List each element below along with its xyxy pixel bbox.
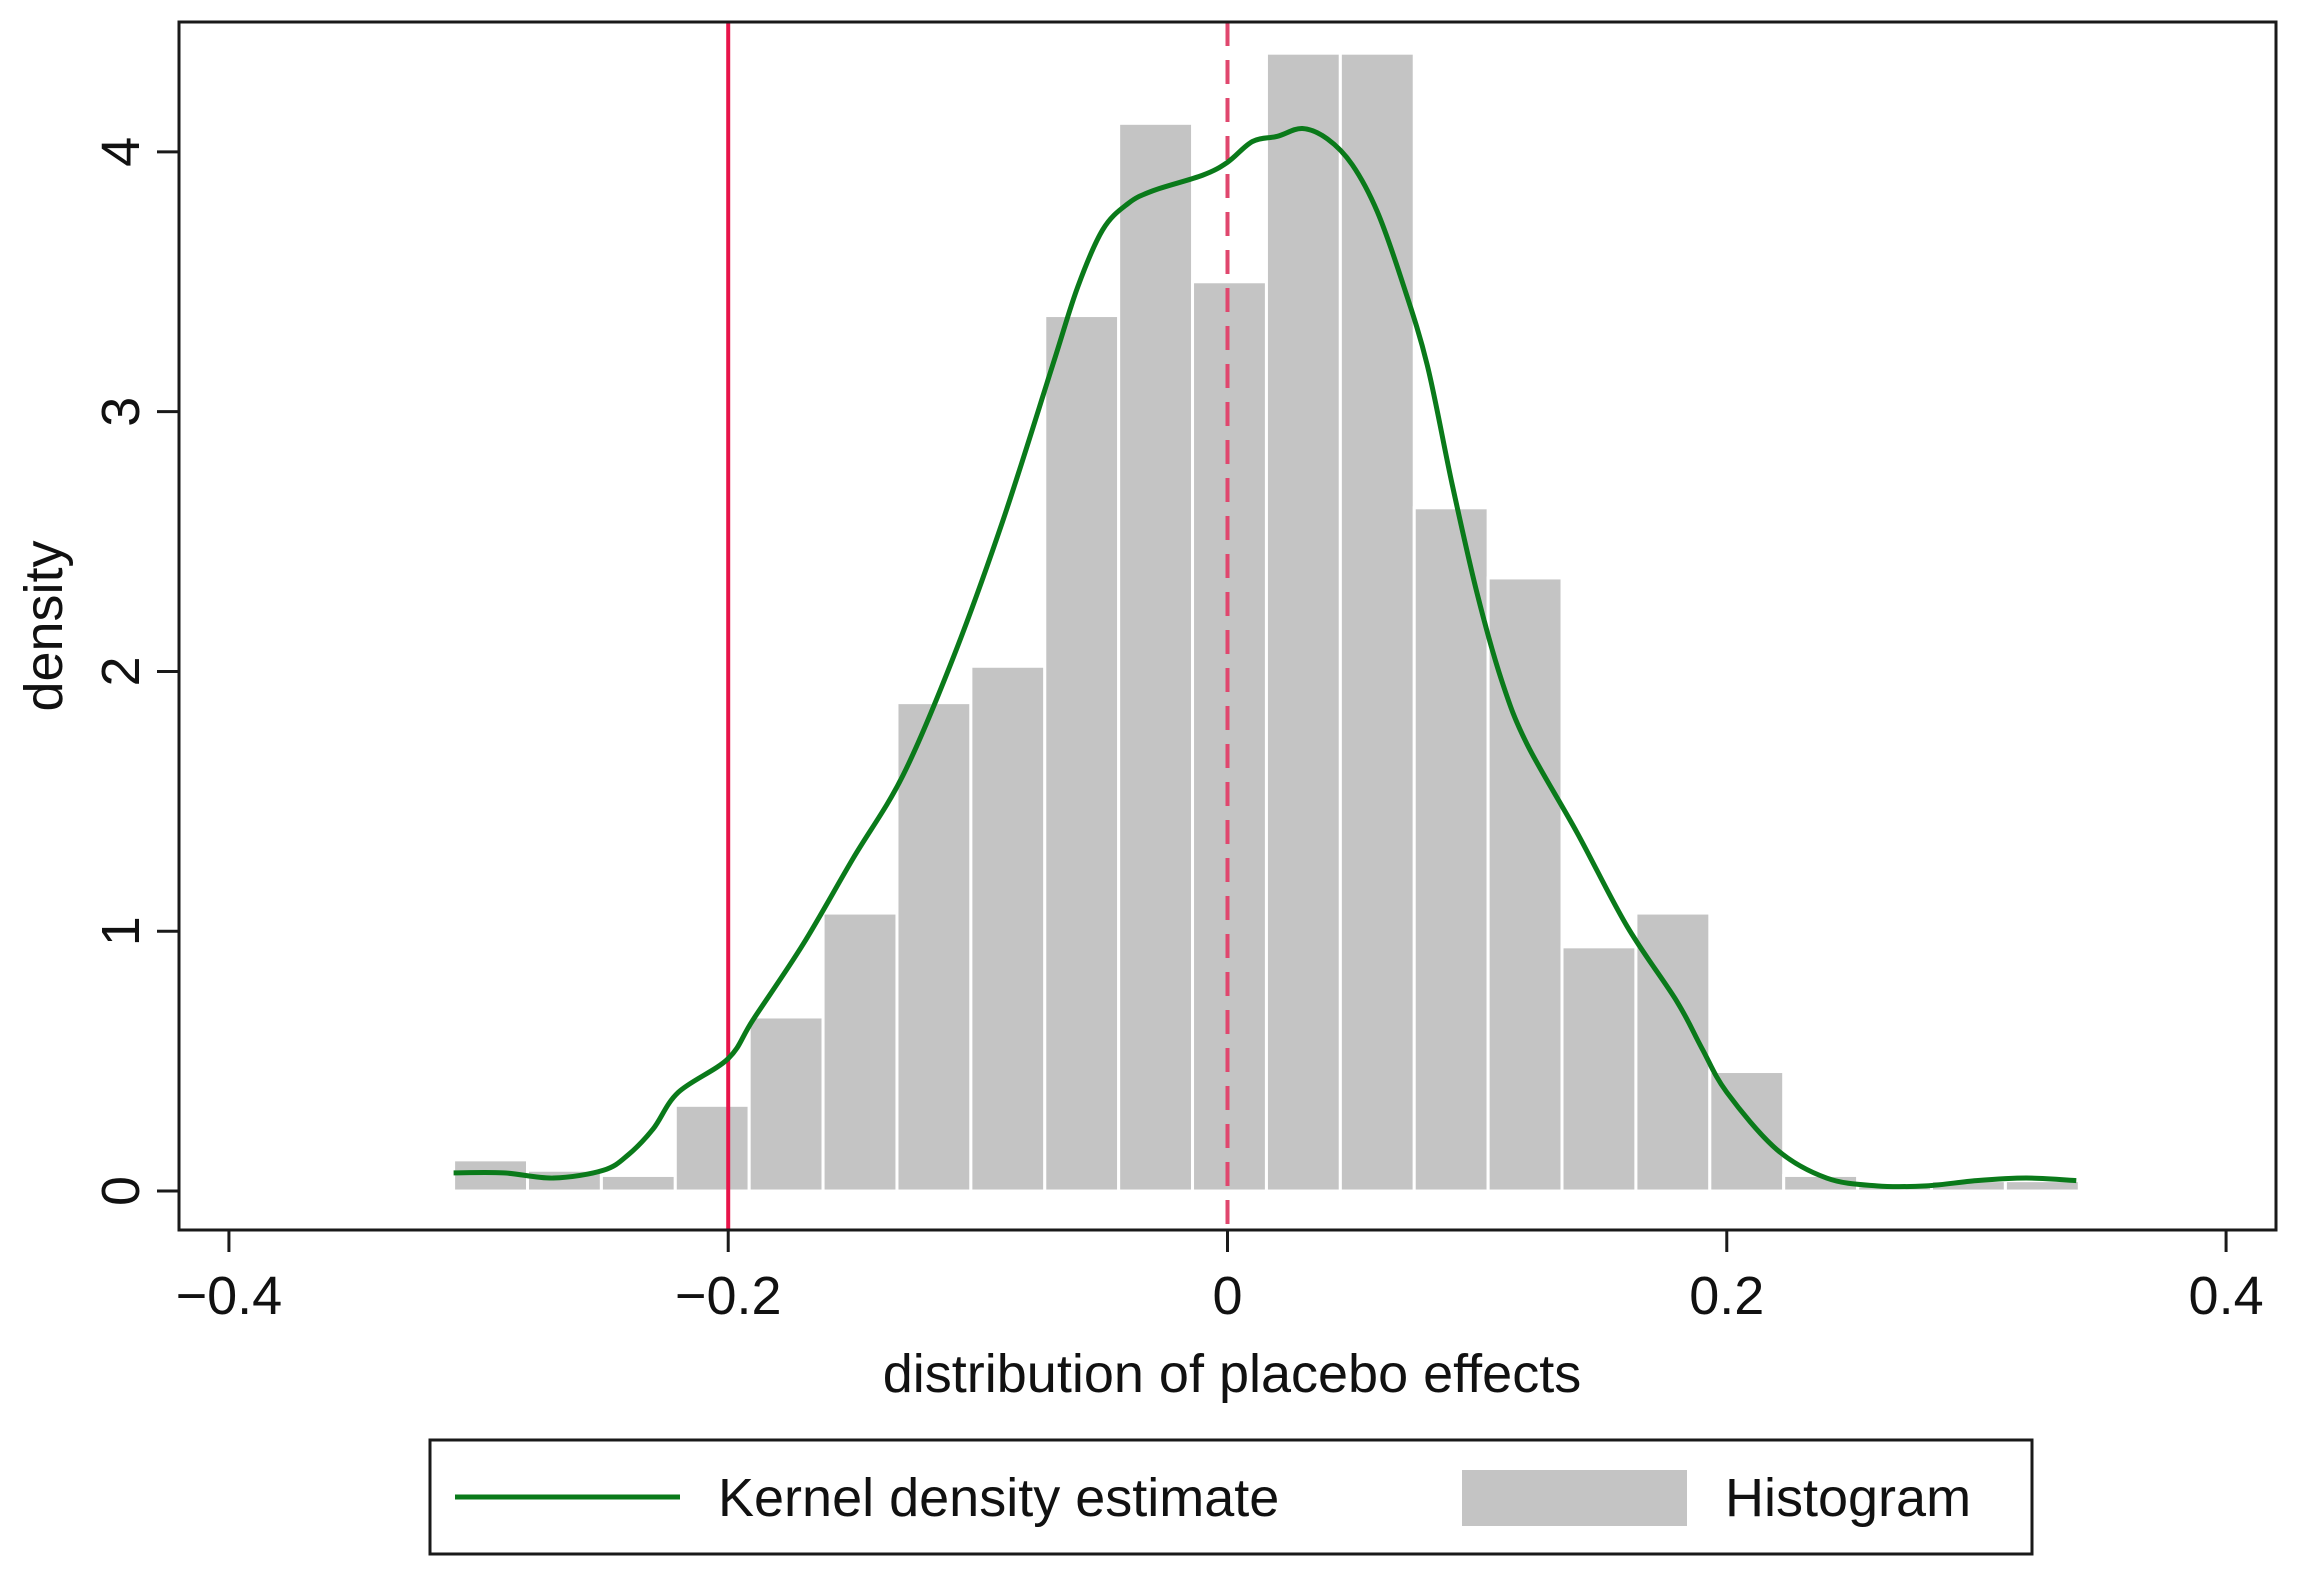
y-tick-label: 1 [91, 916, 151, 946]
legend-histogram-swatch [1462, 1470, 1687, 1526]
x-axis-title: distribution of placebo effects [883, 1344, 1581, 1404]
histogram-bar [895, 701, 973, 1193]
legend-box [428, 1438, 2034, 1556]
legend-kde-label: Kernel density estimate [718, 1468, 1279, 1528]
y-tick-label: 3 [91, 397, 151, 427]
histogram-bar [1560, 945, 1638, 1193]
x-axis-ticks: −0.4 −0.2 0 0.2 0.4 [176, 1230, 2264, 1326]
histogram-bar [1708, 1070, 1786, 1193]
kde-curve-layer [453, 126, 2077, 1190]
histogram-bar [1338, 51, 1416, 1193]
histogram-bar [1412, 506, 1490, 1193]
legend-histogram-label: Histogram [1725, 1468, 1971, 1528]
histogram-bar [821, 911, 899, 1193]
histogram-bar [1043, 314, 1121, 1193]
kde-curve [453, 126, 2077, 1190]
reference-lines [726, 22, 1230, 1230]
histogram-bar [1117, 121, 1195, 1193]
y-tick-label: 0 [91, 1176, 151, 1206]
legend: Kernel density estimate Histogram [428, 1438, 2034, 1556]
y-tick-label: 2 [91, 656, 151, 686]
histogram-bar [673, 1103, 751, 1193]
y-axis-ticks: 0 1 2 3 4 [91, 137, 179, 1206]
x-tick-label: −0.4 [176, 1266, 283, 1326]
histogram-bar [1264, 51, 1342, 1193]
histogram-bar [599, 1173, 677, 1193]
histogram-bar [747, 1015, 825, 1193]
histogram-bar [969, 664, 1047, 1193]
x-tick-label: 0.4 [2189, 1266, 2264, 1326]
histogram-bars [452, 51, 2081, 1193]
y-axis-title: density [14, 540, 74, 711]
x-tick-label: 0.2 [1689, 1266, 1764, 1326]
y-tick-label: 4 [91, 137, 151, 167]
x-tick-label: 0 [1212, 1266, 1242, 1326]
histogram-bar [1191, 280, 1268, 1193]
x-tick-label: −0.2 [675, 1266, 782, 1326]
